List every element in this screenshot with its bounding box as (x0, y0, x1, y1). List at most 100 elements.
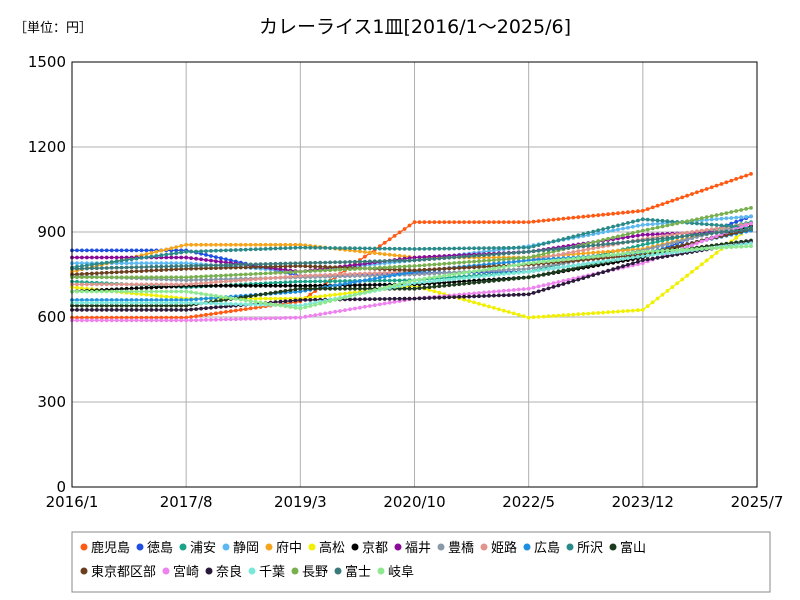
series-marker (581, 276, 586, 280)
series-marker (268, 316, 273, 321)
series-marker (566, 277, 571, 282)
series-marker (506, 260, 511, 265)
series-marker (253, 265, 258, 269)
series-marker (472, 265, 476, 270)
series-marker (85, 298, 89, 302)
series-marker (591, 240, 596, 245)
series-marker (749, 241, 753, 246)
series-marker (709, 236, 714, 240)
series-marker (90, 298, 94, 302)
series-marker (134, 261, 139, 266)
series-marker (90, 303, 94, 308)
series-marker (650, 300, 655, 305)
series-marker (521, 292, 526, 297)
series-marker (556, 238, 561, 243)
series-marker (591, 243, 596, 248)
series-marker (675, 232, 680, 237)
series-marker (228, 296, 233, 301)
series-marker (189, 264, 194, 268)
series-marker (343, 260, 347, 264)
series-marker (462, 260, 466, 265)
series-marker (566, 313, 571, 317)
series-marker (521, 245, 526, 250)
series-marker (640, 232, 645, 237)
series-marker (551, 253, 556, 258)
series-marker (228, 309, 233, 314)
series-marker (521, 287, 526, 291)
series-marker (114, 308, 119, 312)
series-marker (149, 303, 154, 308)
series-marker (729, 231, 734, 236)
series-marker (194, 274, 199, 279)
series-marker (497, 268, 501, 273)
series-marker (253, 242, 258, 247)
series-marker (184, 255, 189, 260)
series-marker (149, 318, 154, 323)
series-marker (313, 297, 318, 302)
series-marker (75, 272, 79, 277)
series-marker (551, 247, 556, 252)
series-marker (536, 289, 541, 294)
series-marker (99, 300, 104, 305)
series-marker (636, 223, 640, 228)
series-marker (516, 270, 521, 275)
series-marker (631, 250, 635, 255)
series-marker (149, 300, 154, 305)
series-marker (293, 242, 298, 247)
series-marker (323, 246, 328, 250)
series-marker (124, 282, 129, 287)
series-marker (194, 307, 199, 311)
series-marker (90, 318, 94, 323)
series-marker (94, 255, 99, 260)
series-marker (670, 241, 675, 246)
series-marker (695, 232, 699, 237)
series-marker (650, 218, 655, 222)
series-marker (640, 208, 645, 213)
series-marker (506, 288, 511, 293)
series-marker (536, 248, 541, 253)
series-marker (253, 316, 258, 321)
series-marker (392, 273, 397, 277)
series-marker (114, 315, 119, 320)
series-marker (278, 246, 283, 251)
series-marker (571, 256, 576, 261)
series-marker (90, 275, 94, 280)
series-marker (273, 300, 278, 305)
series-marker (109, 275, 114, 280)
series-marker (382, 246, 387, 251)
series-marker (482, 294, 486, 298)
series-marker (497, 261, 501, 266)
series-marker (194, 301, 199, 305)
series-marker (134, 248, 139, 253)
series-marker (516, 245, 521, 250)
series-marker (516, 256, 521, 261)
series-marker (377, 265, 382, 270)
series-marker (482, 258, 486, 263)
series-marker (194, 314, 199, 319)
legend-item: 豊橋 (437, 541, 474, 556)
series-marker (179, 278, 184, 282)
series-marker (224, 310, 228, 314)
series-marker (338, 282, 342, 287)
series-marker (601, 227, 605, 232)
legend-label: 府中 (276, 541, 302, 556)
legend-item: 広島 (523, 541, 560, 556)
series-marker (382, 252, 387, 257)
series-marker (372, 251, 377, 256)
series-marker (596, 228, 601, 233)
series-marker (214, 248, 218, 253)
series-marker (472, 254, 476, 258)
series-marker (571, 266, 576, 271)
series-marker (511, 293, 516, 297)
series-marker (492, 258, 496, 262)
series-marker (719, 230, 724, 235)
series-marker (189, 301, 194, 305)
series-marker (258, 316, 263, 321)
series-marker (719, 216, 724, 221)
series-marker (124, 315, 129, 320)
series-marker (501, 265, 506, 269)
series-marker (258, 265, 263, 269)
legend-marker (377, 567, 385, 575)
series-marker (219, 256, 223, 261)
